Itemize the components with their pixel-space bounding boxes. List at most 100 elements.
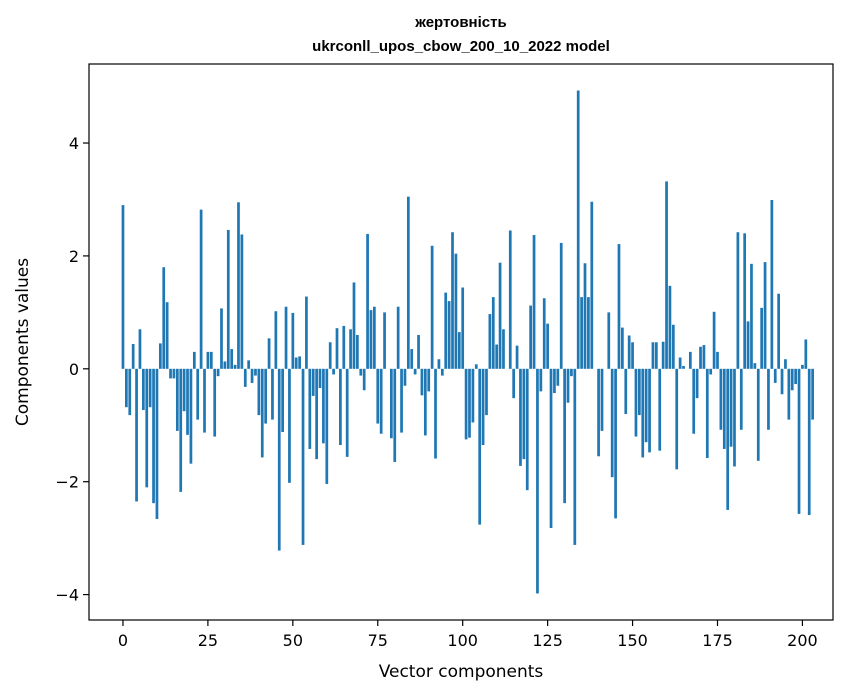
bar-118: [522, 368, 526, 460]
bar-170: [699, 346, 702, 369]
bar-0: [121, 205, 125, 369]
bar-187: [756, 368, 760, 461]
bar-48: [284, 306, 288, 369]
bar-101: [464, 368, 468, 440]
bar-183: [743, 233, 747, 369]
bar-145: [614, 368, 617, 519]
x-tick-label-0: 0: [118, 631, 128, 650]
bar-106: [481, 368, 485, 446]
bar-43: [267, 338, 271, 369]
x-tick-label-4: 100: [447, 631, 478, 650]
chart-subtitle: ukrconll_upos_cbow_200_10_2022 model: [312, 38, 610, 55]
bar-185: [750, 263, 753, 369]
bar-115: [512, 368, 516, 399]
bar-4: [135, 368, 138, 502]
bar-95: [444, 292, 448, 369]
bar-172: [705, 368, 709, 458]
bar-111: [498, 262, 502, 369]
bar-158: [658, 368, 662, 451]
bar-73: [369, 310, 373, 369]
bar-49: [288, 368, 291, 483]
bar-46: [277, 368, 281, 551]
bar-31: [226, 229, 230, 369]
bar-151: [634, 368, 638, 437]
bar-125: [546, 323, 549, 369]
bar-117: [519, 368, 522, 466]
bar-14: [169, 368, 172, 379]
bar-21: [192, 351, 196, 369]
bar-3: [131, 343, 135, 369]
bar-173: [709, 368, 713, 375]
bar-188: [760, 307, 764, 369]
bar-34: [237, 202, 240, 369]
bar-131: [566, 368, 570, 403]
bar-127: [553, 368, 556, 394]
bars-group: [121, 90, 814, 594]
bar-55: [308, 368, 312, 449]
bar-189: [763, 262, 767, 369]
x-axis-ticks: 0 25 50 75 100 125 150 175 200: [118, 620, 818, 650]
bar-138: [590, 201, 594, 369]
bar-86: [413, 368, 417, 375]
bar-51: [294, 357, 298, 369]
bar-39: [254, 368, 257, 376]
bar-68: [352, 282, 356, 369]
bar-62: [332, 368, 335, 375]
bar-65: [342, 325, 346, 369]
bar-160: [665, 181, 668, 369]
bar-191: [770, 200, 774, 369]
bar-36: [243, 368, 247, 387]
bar-89: [423, 368, 427, 436]
bar-59: [322, 368, 325, 444]
bar-175: [716, 351, 719, 369]
bar-85: [410, 349, 414, 369]
bar-161: [668, 285, 672, 369]
bar-50: [291, 312, 295, 369]
bar-97: [451, 232, 454, 369]
bar-98: [454, 253, 458, 369]
bar-35: [240, 234, 244, 369]
bar-109: [491, 297, 495, 369]
x-tick-label-1: 25: [198, 631, 218, 650]
bar-66: [345, 368, 349, 457]
bar-88: [420, 368, 424, 396]
bar-178: [726, 368, 730, 510]
bar-91: [430, 245, 434, 369]
bar-10: [155, 368, 159, 519]
x-tick-label-3: 75: [368, 631, 388, 650]
bar-199: [797, 368, 801, 514]
bar-104: [474, 364, 478, 369]
plot-frame: [88, 63, 834, 621]
bar-119: [525, 368, 529, 491]
bar-202: [807, 368, 811, 516]
bar-133: [573, 368, 577, 545]
bar-193: [777, 293, 780, 369]
bar-180: [733, 368, 736, 467]
bar-18: [182, 368, 186, 412]
bar-144: [610, 368, 614, 478]
bar-23: [199, 209, 203, 369]
bar-140: [597, 368, 600, 457]
bar-194: [780, 368, 784, 395]
bar-192: [773, 368, 777, 383]
bar-167: [688, 351, 692, 369]
bar-132: [570, 368, 573, 377]
bar-120: [529, 305, 532, 369]
bar-182: [739, 368, 743, 430]
y-tick-label-2: 0: [69, 360, 79, 379]
bar-110: [495, 344, 499, 369]
bar-24: [203, 368, 206, 433]
bar-129: [559, 242, 563, 369]
bar-1: [125, 368, 128, 408]
bar-141: [600, 368, 604, 431]
bar-54: [305, 296, 308, 369]
bar-58: [318, 368, 322, 388]
bar-19: [186, 368, 189, 435]
bar-63: [335, 328, 339, 369]
bar-30: [223, 361, 227, 369]
bar-70: [359, 368, 363, 376]
bar-6: [142, 368, 145, 411]
bar-159: [661, 341, 665, 369]
bar-196: [787, 368, 791, 420]
